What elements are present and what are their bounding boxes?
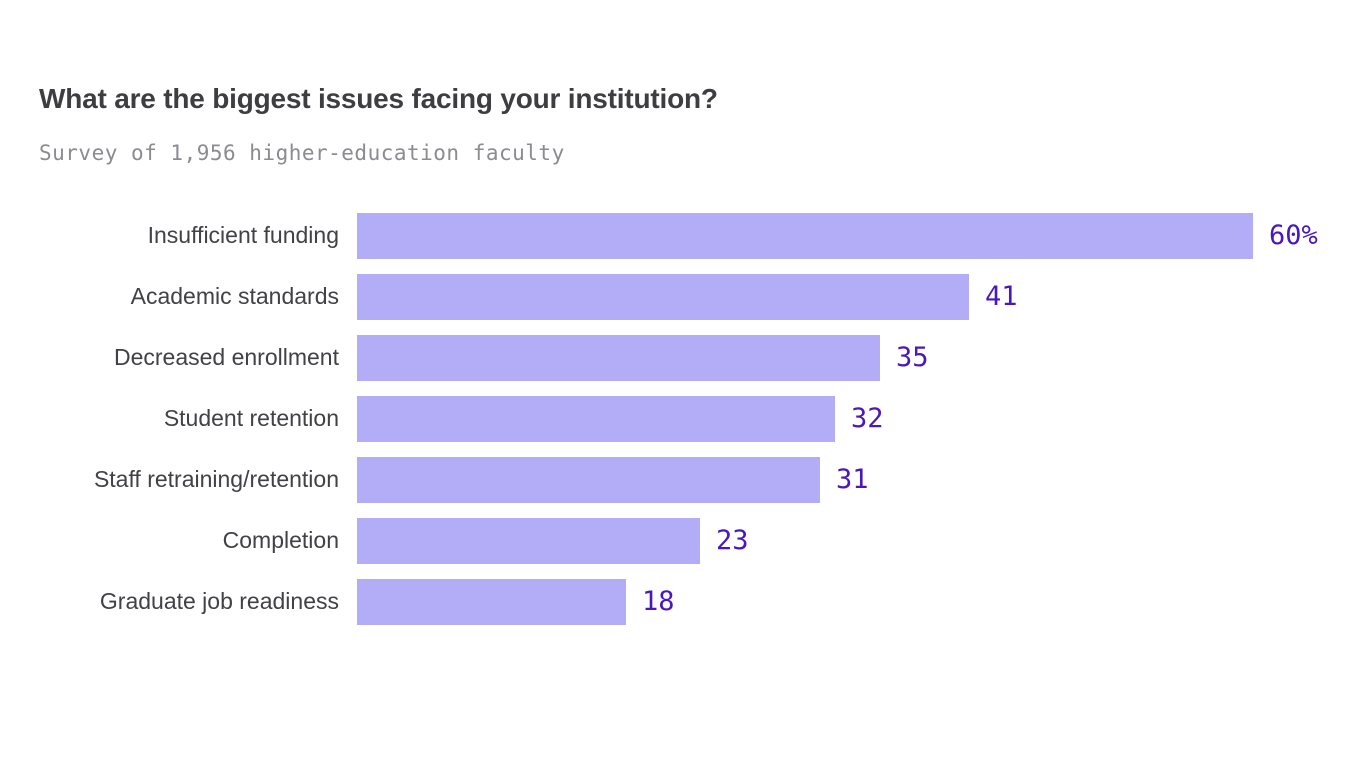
bar-row: Insufficient funding 60% (39, 212, 1346, 259)
category-label: Student retention (163, 405, 339, 432)
bar-row: Decreased enrollment 35 (39, 334, 1346, 381)
bar-chart: Insufficient funding 60% Academic standard… (39, 212, 1346, 625)
value-label: 41 (985, 281, 1018, 313)
bar (357, 456, 820, 503)
bar (357, 517, 700, 564)
bar-row: Graduate job readiness 18 (39, 578, 1346, 625)
bar-track: 60% (357, 212, 1346, 259)
category-label: Insufficient funding (147, 222, 339, 249)
category-label: Academic standards (130, 283, 339, 310)
category-label: Completion (222, 527, 339, 554)
chart-page: What are the biggest issues facing your … (0, 82, 1366, 768)
bar-track: 35 (357, 334, 1346, 381)
bar-track: 41 (357, 273, 1346, 320)
bar-row: Completion 23 (39, 517, 1346, 564)
bar-track: 31 (357, 456, 1346, 503)
category-label: Graduate job readiness (99, 588, 339, 615)
bar (357, 395, 835, 442)
bar (357, 334, 880, 381)
bar-row: Student retention 32 (39, 395, 1346, 442)
value-label: 35 (896, 342, 929, 374)
chart-title: What are the biggest issues facing your … (39, 83, 718, 114)
bar-track: 32 (357, 395, 1346, 442)
value-label: 32 (851, 403, 884, 435)
value-label: 18 (642, 586, 675, 618)
bar-track: 23 (357, 517, 1346, 564)
bar-row: Academic standards 41 (39, 273, 1346, 320)
category-label: Staff retraining/retention (93, 466, 339, 493)
bar (357, 212, 1253, 259)
value-label: 60% (1269, 220, 1318, 252)
value-label: 31 (836, 464, 869, 496)
bar (357, 273, 969, 320)
category-label: Decreased enrollment (113, 344, 339, 371)
value-label: 23 (716, 525, 749, 557)
bar-track: 18 (357, 578, 1346, 625)
chart-subtitle: Survey of 1,956 higher-education faculty (39, 140, 565, 165)
bar (357, 578, 626, 625)
bar-row: Staff retraining/retention 31 (39, 456, 1346, 503)
